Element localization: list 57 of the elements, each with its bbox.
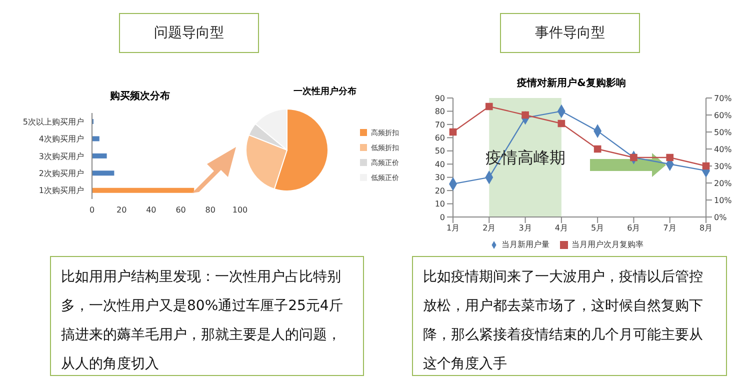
y-tick-label: 20 — [434, 186, 445, 196]
point — [558, 120, 566, 128]
bar — [92, 170, 114, 176]
chart-title: 购买频次分布 — [109, 90, 171, 103]
text: 事件导向型 — [500, 13, 640, 53]
y2-tick-label: 60% — [714, 110, 732, 120]
point — [702, 162, 710, 170]
x-tick-label: 2月 — [482, 224, 496, 233]
x-tick-label: 0 — [89, 206, 95, 215]
bar — [92, 153, 107, 158]
y-tick-label: 30 — [434, 173, 445, 182]
point — [594, 145, 602, 153]
y-tick-label: 0 — [440, 212, 445, 222]
legend-label: 当月新用户量 — [502, 240, 550, 249]
x-tick-label: 3月 — [518, 224, 532, 233]
y-tick-label: 2次购买用户 — [38, 169, 84, 178]
y-tick-label: 60 — [434, 134, 445, 143]
y-tick-label: 80 — [434, 107, 445, 116]
y-tick-label: 50 — [434, 146, 445, 156]
y-tick-label: 40 — [434, 160, 445, 169]
y-tick-label: 4次购买用户 — [38, 134, 84, 144]
y2-tick-label: 30% — [714, 162, 732, 171]
x-tick-label: 5月 — [591, 224, 604, 233]
text: 比如用用户结构里发现：一次性用户占比特别多，一次性用户又是80%通过车厘子25元4斤搞进来的薅羊毛用户，那就主要是人的问题，从人的角度切入 — [50, 256, 364, 376]
bar — [92, 136, 100, 142]
y-tick-label: 1次购买用户 — [38, 186, 84, 196]
y-tick-label: 5次以上购买用户 — [22, 117, 84, 126]
x-tick-label: 6月 — [627, 224, 640, 233]
text: 比如疫情期间来了一大波用户，疫情以后管控放松，用户都去菜市场了，这时候自然复购下降，那么紧接着疫情结束的几个月可能主要从这个角度入手 — [412, 256, 727, 376]
y2-tick-label: 10% — [714, 196, 732, 205]
y2-tick-label: 50% — [714, 128, 732, 137]
chart-title: 一次性用户分布 — [292, 85, 358, 98]
point — [449, 128, 457, 136]
y-tick-label: 70 — [434, 120, 445, 130]
legend-label: 当月用户次月复购率 — [572, 240, 644, 249]
x-tick-label: 8月 — [699, 224, 713, 233]
y-tick-label: 3次购买用户 — [38, 152, 84, 161]
x-tick-label: 100 — [232, 206, 248, 215]
x-tick-label: 60 — [176, 206, 186, 215]
bar — [92, 188, 194, 193]
x-tick-label: 40 — [146, 206, 156, 215]
x-tick-label: 1月 — [446, 224, 460, 233]
y2-tick-label: 70% — [714, 94, 732, 103]
text: 问题导向型 — [119, 13, 259, 53]
y-tick-label: 10 — [434, 200, 445, 209]
y2-tick-label: 40% — [714, 144, 732, 154]
x-tick-label: 4月 — [554, 224, 568, 233]
band-label: 疫情高峰期 — [485, 148, 566, 168]
x-tick-label: 7月 — [663, 224, 676, 233]
x-tick-label: 80 — [205, 206, 216, 215]
x-tick-label: 20 — [116, 206, 127, 215]
y-tick-label: 90 — [434, 94, 445, 103]
chart-title: 疫情对新用户&复购影响 — [516, 76, 627, 90]
point — [485, 102, 493, 110]
point — [666, 154, 674, 162]
y2-tick-label: 0% — [714, 212, 728, 222]
y2-tick-label: 20% — [714, 178, 732, 188]
